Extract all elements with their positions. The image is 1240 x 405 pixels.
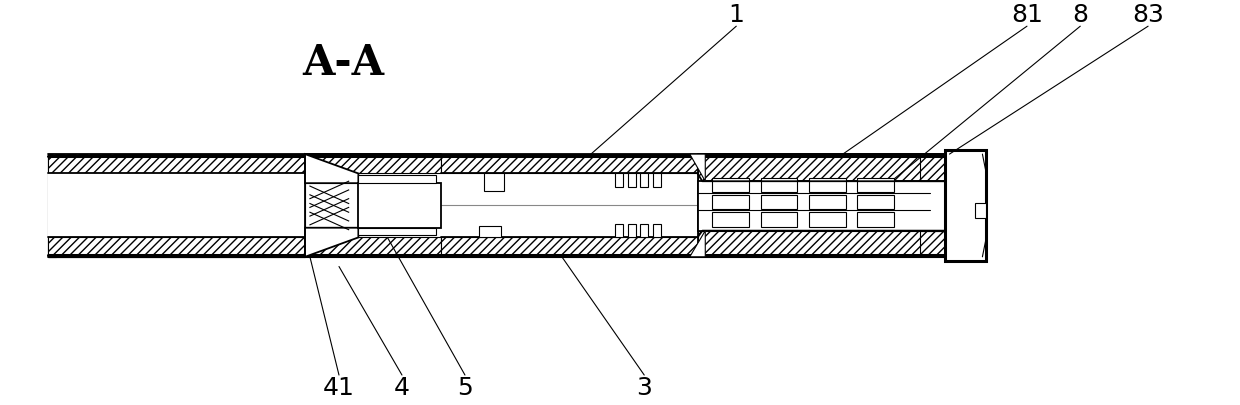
Bar (440, 238, 698, 257)
Bar (48, 155, 305, 257)
Text: 3: 3 (636, 375, 652, 399)
Text: 83: 83 (1132, 3, 1164, 27)
Bar (615, 174, 622, 188)
Bar (760, 178, 797, 192)
Text: 81: 81 (1011, 3, 1043, 27)
Bar (358, 184, 440, 228)
Bar (627, 174, 636, 188)
Polygon shape (689, 231, 706, 257)
Bar (975, 203, 986, 219)
Text: 8: 8 (1073, 3, 1089, 27)
Bar (698, 231, 945, 257)
Bar (760, 213, 797, 227)
Text: 4: 4 (394, 375, 410, 399)
Bar (305, 155, 440, 174)
Bar (712, 196, 749, 210)
Bar (808, 213, 846, 227)
Bar (440, 155, 698, 174)
Polygon shape (305, 155, 358, 184)
Bar (48, 238, 305, 257)
Polygon shape (689, 155, 706, 182)
Bar (627, 224, 636, 238)
Bar (857, 178, 894, 192)
Bar (358, 176, 436, 184)
Bar (653, 174, 661, 188)
Bar (615, 224, 622, 238)
Text: 1: 1 (728, 3, 744, 27)
Bar (760, 196, 797, 210)
Bar (485, 174, 503, 192)
Bar (48, 174, 305, 238)
Bar (808, 178, 846, 192)
Polygon shape (305, 228, 358, 257)
Bar (712, 178, 749, 192)
Bar (857, 213, 894, 227)
Bar (640, 224, 649, 238)
Bar (653, 224, 661, 238)
Text: A-A: A-A (303, 42, 384, 83)
Bar (698, 155, 945, 182)
Bar (857, 196, 894, 210)
Bar (640, 174, 649, 188)
Bar (305, 238, 440, 257)
Text: 5: 5 (458, 375, 472, 399)
Bar (808, 196, 846, 210)
Bar (480, 226, 501, 238)
Bar (945, 151, 986, 261)
Bar (698, 182, 945, 231)
Bar (712, 213, 749, 227)
Bar (48, 155, 305, 174)
Bar (358, 228, 436, 236)
Text: 41: 41 (324, 375, 355, 399)
